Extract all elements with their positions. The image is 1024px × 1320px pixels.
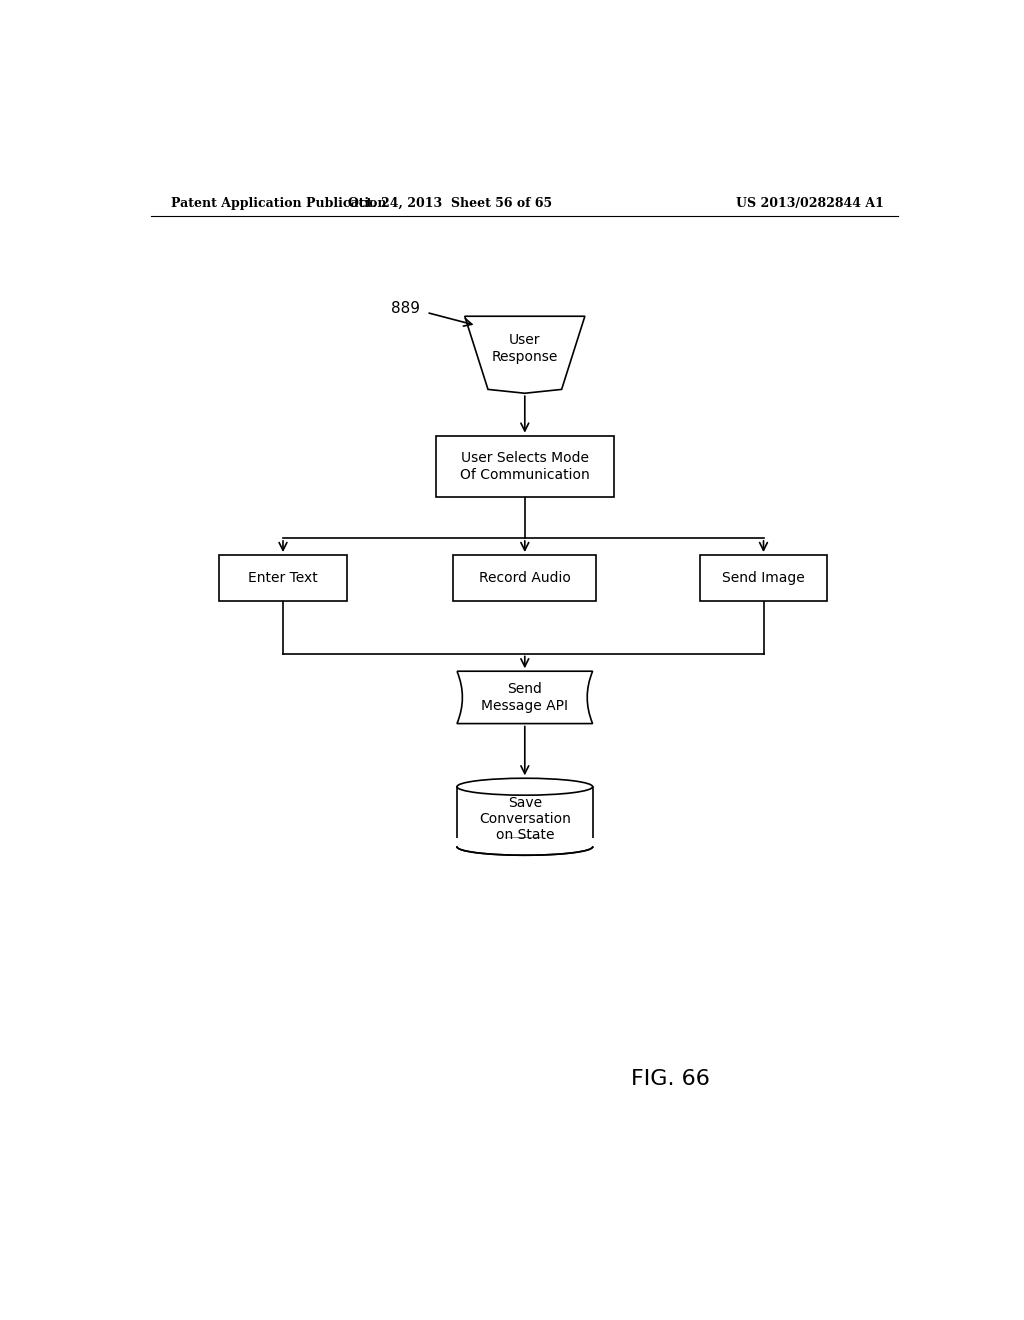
Text: User
Response: User Response (492, 334, 558, 364)
FancyBboxPatch shape (699, 554, 827, 601)
Text: US 2013/0282844 A1: US 2013/0282844 A1 (736, 197, 884, 210)
Text: FIG. 66: FIG. 66 (631, 1069, 710, 1089)
Polygon shape (465, 317, 585, 393)
Text: Send Image: Send Image (722, 572, 805, 585)
Text: Record Audio: Record Audio (479, 572, 570, 585)
Ellipse shape (457, 838, 593, 855)
Text: Send
Message API: Send Message API (481, 682, 568, 713)
PathPatch shape (457, 671, 593, 723)
Text: Patent Application Publication: Patent Application Publication (171, 197, 386, 210)
FancyBboxPatch shape (435, 436, 614, 498)
FancyBboxPatch shape (453, 554, 597, 601)
Text: Save
Conversation
on State: Save Conversation on State (479, 796, 570, 842)
Text: Enter Text: Enter Text (248, 572, 317, 585)
Ellipse shape (457, 779, 593, 795)
Text: User Selects Mode
Of Communication: User Selects Mode Of Communication (460, 451, 590, 482)
Text: 889: 889 (391, 301, 421, 315)
Bar (456, 838, 594, 847)
FancyBboxPatch shape (219, 554, 347, 601)
Text: Oct. 24, 2013  Sheet 56 of 65: Oct. 24, 2013 Sheet 56 of 65 (347, 197, 552, 210)
